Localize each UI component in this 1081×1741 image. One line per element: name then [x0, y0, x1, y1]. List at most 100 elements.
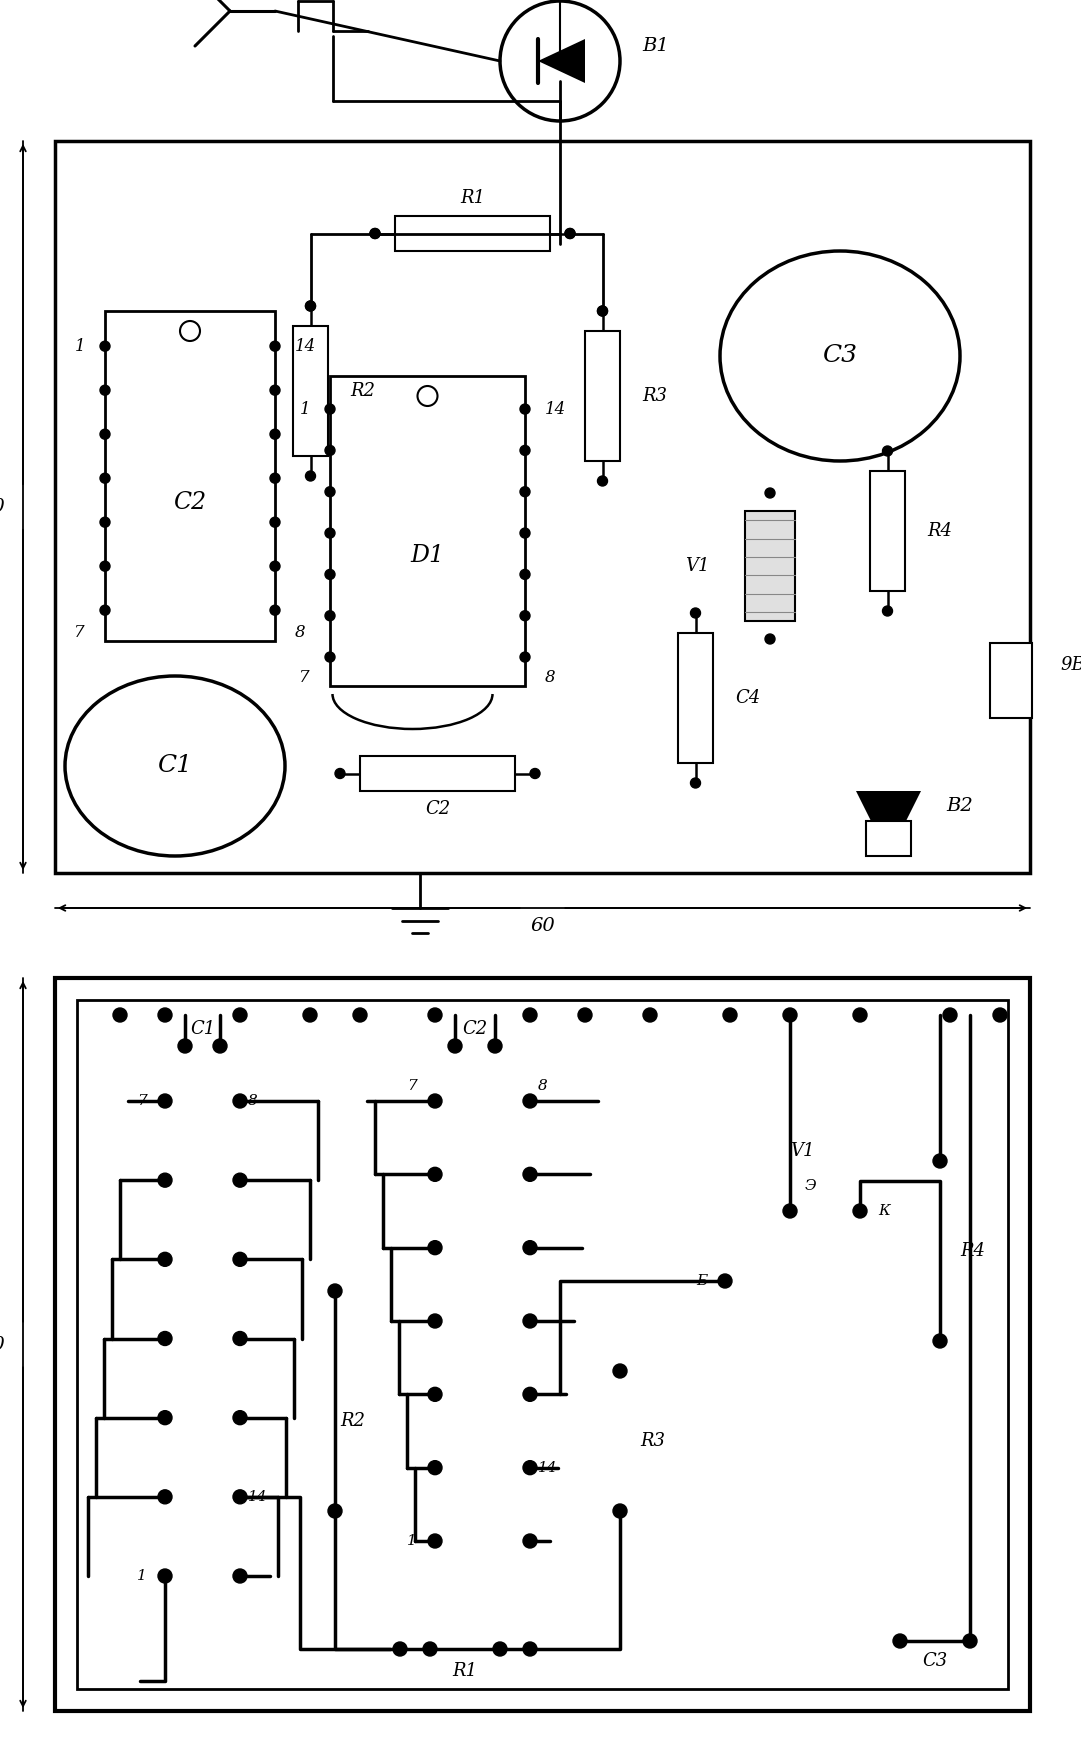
Circle shape [213, 1039, 227, 1053]
Circle shape [233, 1490, 246, 1504]
Text: D1: D1 [411, 545, 444, 568]
Circle shape [523, 1093, 537, 1107]
Circle shape [598, 306, 608, 317]
Circle shape [613, 1504, 627, 1518]
Text: 7: 7 [75, 623, 85, 641]
Text: 1: 1 [299, 400, 310, 418]
Text: 14: 14 [295, 338, 317, 355]
Text: C1: C1 [190, 1020, 215, 1038]
Circle shape [523, 1642, 537, 1656]
Circle shape [578, 1008, 592, 1022]
Circle shape [428, 1166, 442, 1182]
Text: V1: V1 [790, 1142, 814, 1160]
Circle shape [428, 1461, 442, 1475]
Circle shape [178, 1039, 192, 1053]
Circle shape [270, 561, 280, 571]
Circle shape [523, 1241, 537, 1255]
Bar [360, 756, 515, 790]
Circle shape [501, 2, 620, 122]
Text: 7: 7 [408, 1079, 417, 1093]
Circle shape [270, 385, 280, 395]
Text: C2: C2 [425, 801, 450, 818]
Circle shape [101, 385, 110, 395]
Circle shape [520, 446, 530, 456]
Circle shape [233, 1093, 246, 1107]
Circle shape [993, 1008, 1007, 1022]
Circle shape [158, 1410, 172, 1424]
Circle shape [765, 634, 775, 644]
Circle shape [598, 475, 608, 486]
Ellipse shape [720, 251, 960, 461]
Bar [678, 634, 713, 763]
Circle shape [393, 1642, 408, 1656]
Text: C3: C3 [823, 345, 857, 367]
Text: Б: Б [696, 1274, 707, 1288]
Text: V1: V1 [685, 557, 710, 575]
Circle shape [233, 1332, 246, 1346]
Bar [293, 326, 328, 456]
Circle shape [325, 569, 335, 580]
Text: 60: 60 [530, 918, 555, 935]
Circle shape [723, 1008, 737, 1022]
Text: 14: 14 [248, 1490, 267, 1504]
Text: C2: C2 [463, 1020, 488, 1038]
Circle shape [270, 474, 280, 484]
Circle shape [158, 1008, 172, 1022]
Circle shape [114, 1008, 126, 1022]
Text: К: К [878, 1205, 890, 1219]
Circle shape [565, 228, 575, 239]
Bar [745, 512, 795, 622]
Circle shape [523, 1461, 537, 1475]
Circle shape [853, 1205, 867, 1219]
Circle shape [233, 1252, 246, 1266]
Text: 14: 14 [538, 1461, 558, 1475]
Text: C1: C1 [158, 754, 192, 778]
Circle shape [448, 1039, 462, 1053]
Circle shape [325, 528, 335, 538]
Circle shape [270, 430, 280, 439]
Circle shape [101, 517, 110, 528]
Circle shape [101, 561, 110, 571]
Circle shape [691, 608, 700, 618]
Text: 9B: 9B [1060, 656, 1081, 674]
Circle shape [933, 1154, 947, 1168]
Circle shape [643, 1008, 657, 1022]
Circle shape [523, 1388, 537, 1402]
Circle shape [691, 778, 700, 789]
Circle shape [428, 1314, 442, 1328]
Circle shape [520, 528, 530, 538]
Circle shape [101, 341, 110, 352]
Bar [55, 978, 1030, 1711]
Circle shape [158, 1569, 172, 1583]
Circle shape [233, 1569, 246, 1583]
Circle shape [370, 228, 381, 239]
Text: 8: 8 [248, 1093, 257, 1107]
Text: R2: R2 [350, 381, 375, 400]
Circle shape [523, 1534, 537, 1548]
Circle shape [325, 611, 335, 622]
Circle shape [933, 1334, 947, 1348]
Text: 7: 7 [299, 669, 310, 686]
Circle shape [303, 1008, 317, 1022]
Circle shape [328, 1285, 342, 1299]
Circle shape [613, 1363, 627, 1377]
Circle shape [520, 487, 530, 496]
Circle shape [328, 1504, 342, 1518]
Circle shape [158, 1173, 172, 1187]
Bar [585, 331, 620, 461]
Bar [870, 472, 905, 590]
Circle shape [523, 1166, 537, 1182]
Circle shape [181, 320, 200, 341]
Circle shape [325, 446, 335, 456]
Text: R3: R3 [640, 1433, 665, 1450]
Bar [55, 141, 1030, 872]
Bar [330, 376, 525, 686]
Polygon shape [538, 38, 585, 84]
Circle shape [158, 1093, 172, 1107]
Circle shape [270, 606, 280, 615]
Circle shape [565, 228, 575, 239]
Circle shape [428, 1241, 442, 1255]
Text: C2: C2 [173, 491, 206, 514]
Circle shape [233, 1173, 246, 1187]
Text: R1: R1 [453, 1663, 478, 1680]
